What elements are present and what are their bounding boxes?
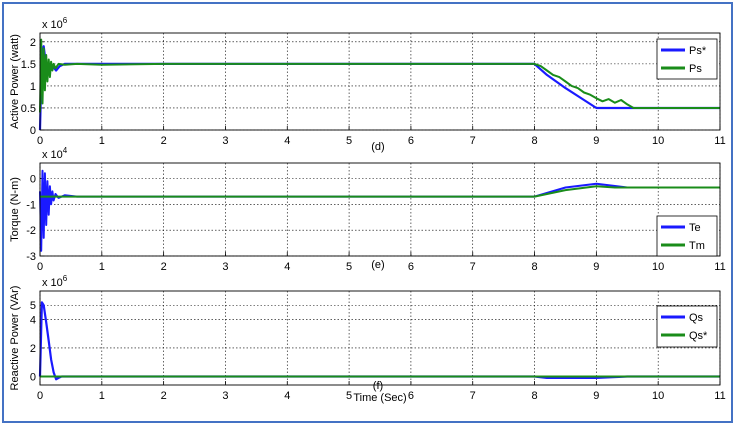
legend-label: Qs* (689, 330, 708, 342)
y-exponent-label: x 106 (42, 274, 68, 289)
x-tick-label: 1 (99, 390, 105, 402)
y-exponent-label: x 104 (42, 146, 68, 161)
x-tick-label: 6 (408, 390, 414, 402)
x-tick-label: 2 (161, 135, 167, 147)
series-line-qs (38, 301, 720, 381)
axes-box (39, 290, 721, 386)
x-tick-label: 0 (37, 135, 43, 147)
y-tick-label: 0 (30, 125, 36, 137)
legend: Te Tm (656, 215, 718, 257)
x-tick-label: 10 (652, 135, 664, 147)
y-tick-label: 1.5 (21, 59, 36, 71)
x-tick-label: 10 (652, 390, 664, 402)
x-tick-label: 3 (222, 390, 228, 402)
y-tick-label: 0.5 (21, 103, 36, 115)
x-tick-label: 2 (161, 261, 167, 273)
y-exponent-base: x 10 (42, 277, 63, 289)
y-tick-label: 4 (30, 314, 36, 326)
x-tick-label: 7 (470, 390, 476, 402)
x-axis-label: Time (Sec) (353, 392, 406, 404)
x-tick-label: 3 (222, 261, 228, 273)
x-tick-label: 5 (346, 390, 352, 402)
y-exponent-power: 4 (63, 146, 68, 155)
x-tick-label: 4 (284, 135, 290, 147)
x-tick-label: 8 (531, 135, 537, 147)
legend: Ps* Ps (656, 38, 718, 80)
x-tick-label: 7 (470, 135, 476, 147)
x-tick-label: 7 (470, 261, 476, 273)
x-tick-label: 0 (37, 390, 43, 402)
y-exponent-label: x 106 (42, 16, 68, 31)
legend-label: Tm (689, 240, 705, 252)
legend-box (656, 215, 718, 257)
series-line-tm (40, 185, 720, 198)
x-tick-label: 5 (346, 135, 352, 147)
y-exponent-base: x 10 (42, 19, 63, 31)
x-tick-label: 2 (161, 390, 167, 402)
legend-label: Ps (689, 63, 702, 75)
series-line-ps (39, 38, 720, 113)
legend-box (656, 305, 718, 348)
legend-box (656, 38, 718, 80)
y-tick-label: 1 (30, 81, 36, 93)
y-axis-label: Reactive Power (VAr) (9, 286, 21, 391)
x-tick-label: 6 (408, 261, 414, 273)
y-tick-label: -3 (26, 251, 36, 263)
x-tick-label: 5 (346, 261, 352, 273)
legend: Qs Qs* (656, 305, 718, 348)
panel-caption: (f) (373, 380, 383, 392)
x-tick-label: 6 (408, 135, 414, 147)
y-tick-label: 5 (30, 300, 36, 312)
y-exponent-base: x 10 (42, 149, 63, 161)
y-tick-label: 2 (30, 37, 36, 49)
y-tick-label: 2 (30, 343, 36, 355)
legend-label: Ps* (689, 45, 707, 57)
axes-box (39, 162, 721, 257)
y-exponent-power: 6 (63, 274, 68, 283)
axes-box (39, 32, 721, 131)
x-tick-label: 0 (37, 261, 43, 273)
x-tick-label: 11 (714, 135, 725, 147)
series-line-te (39, 169, 720, 252)
legend-label: Te (689, 222, 701, 234)
x-tick-label: 9 (593, 390, 599, 402)
y-axis-label: Torque (N-m) (9, 177, 21, 242)
x-tick-label: 1 (99, 135, 105, 147)
y-tick-label: -2 (26, 225, 36, 237)
y-tick-label: 0 (30, 174, 36, 186)
y-axis-label: Active Power (watt) (9, 34, 21, 129)
x-tick-label: 9 (593, 261, 599, 273)
x-tick-label: 11 (714, 261, 725, 273)
y-tick-label: -1 (26, 199, 36, 211)
x-tick-label: 1 (99, 261, 105, 273)
plot-area (40, 33, 720, 130)
x-tick-label: 4 (284, 261, 290, 273)
x-tick-label: 10 (652, 261, 664, 273)
legend-label: Qs (689, 312, 704, 324)
x-tick-label: 11 (714, 390, 725, 402)
plot-area (40, 163, 720, 256)
panel-caption: (e) (371, 259, 384, 271)
x-tick-label: 9 (593, 135, 599, 147)
x-tick-label: 8 (531, 261, 537, 273)
plot-area (40, 291, 720, 385)
panel-caption: (d) (371, 141, 384, 153)
y-exponent-power: 6 (63, 16, 68, 25)
x-tick-label: 3 (222, 135, 228, 147)
x-tick-label: 4 (284, 390, 290, 402)
x-tick-label: 8 (531, 390, 537, 402)
y-tick-label: 0 (30, 371, 36, 383)
